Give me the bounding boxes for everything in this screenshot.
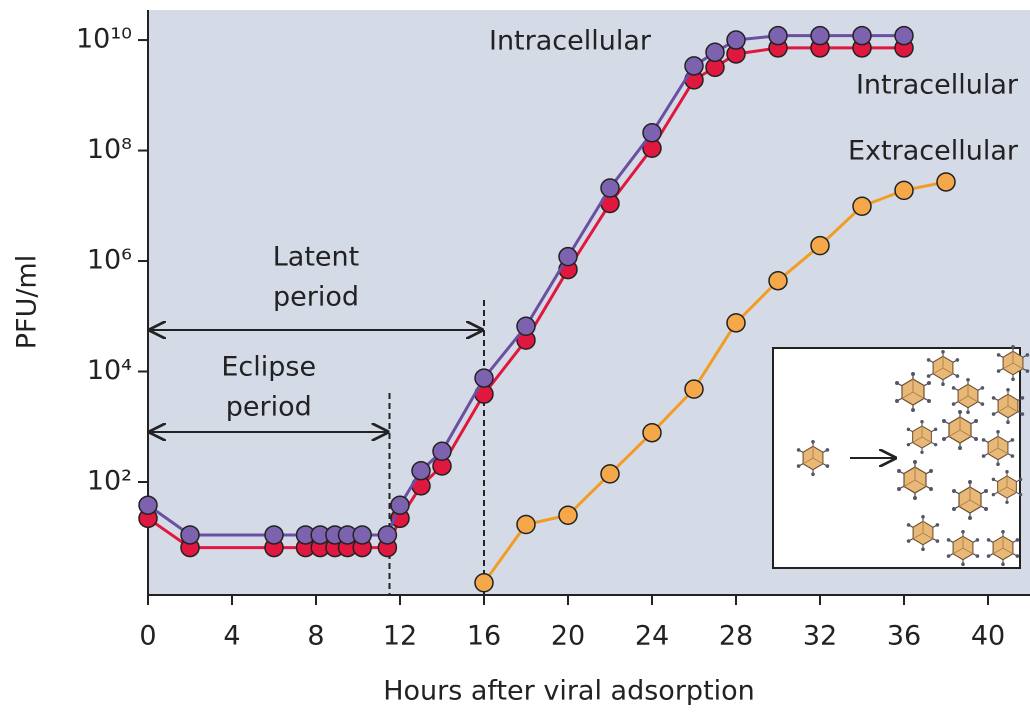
series-label: Intracellular	[489, 26, 652, 57]
data-point	[353, 526, 371, 544]
annotation-text: Latent	[273, 242, 359, 273]
data-point	[853, 27, 871, 45]
data-point	[727, 31, 745, 49]
x-tick-label: 12	[383, 621, 417, 652]
data-point	[685, 380, 703, 398]
x-tick-label: 40	[971, 621, 1005, 652]
data-point	[265, 526, 283, 544]
data-point	[601, 179, 619, 197]
x-tick-label: 16	[467, 621, 501, 652]
x-tick-label: 28	[719, 621, 753, 652]
data-point	[853, 197, 871, 215]
chart: 0 4 8 12 16 20 24 28 32 36 40 10² 10⁴ 10⁶ 10⁸ 10¹⁰ Laten…	[0, 0, 1030, 712]
data-point	[181, 526, 199, 544]
y-tick-label: 10¹⁰	[76, 24, 132, 55]
x-tick-label: 24	[635, 621, 669, 652]
data-point	[601, 465, 619, 483]
x-tick-label: 36	[887, 621, 921, 652]
x-tick-label: 4	[223, 621, 240, 652]
x-tick-label: 8	[307, 621, 324, 652]
data-point	[727, 314, 745, 332]
data-point	[769, 27, 787, 45]
data-point	[517, 317, 535, 335]
data-point	[412, 462, 430, 480]
series-label: Intracellular	[856, 70, 1019, 101]
x-axis-label: Hours after viral adsorption	[383, 676, 755, 707]
data-point	[391, 496, 409, 514]
annotation-text: period	[226, 392, 312, 423]
data-point	[643, 424, 661, 442]
data-point	[685, 57, 703, 75]
data-point	[706, 43, 724, 61]
data-point	[517, 516, 535, 534]
inset	[773, 345, 1029, 568]
y-axis-label: PFU/ml	[12, 255, 43, 349]
y-tick-label: 10⁶	[87, 245, 132, 276]
annotation-text: period	[273, 282, 359, 313]
data-point	[643, 124, 661, 142]
y-tick-label: 10²	[87, 465, 132, 496]
page: 0 4 8 12 16 20 24 28 32 36 40 10² 10⁴ 10⁶ 10⁸ 10¹⁰ Laten…	[0, 0, 1030, 712]
data-point	[139, 496, 157, 514]
x-tick-label: 32	[803, 621, 837, 652]
data-point	[937, 173, 955, 191]
data-point	[895, 27, 913, 45]
series-label: Extracellular	[848, 136, 1019, 167]
data-point	[433, 442, 451, 460]
data-point	[895, 181, 913, 199]
y-tick-label: 10⁸	[87, 134, 132, 165]
data-point	[475, 574, 493, 592]
data-point	[811, 27, 829, 45]
data-point	[378, 526, 396, 544]
data-point	[811, 237, 829, 255]
x-tick-label: 0	[139, 621, 156, 652]
x-tick-label: 20	[551, 621, 585, 652]
data-point	[559, 506, 577, 524]
data-point	[769, 272, 787, 290]
data-point	[559, 248, 577, 266]
annotation-text: Eclipse	[221, 352, 316, 383]
data-point	[475, 369, 493, 387]
y-tick-label: 10⁴	[87, 355, 132, 386]
